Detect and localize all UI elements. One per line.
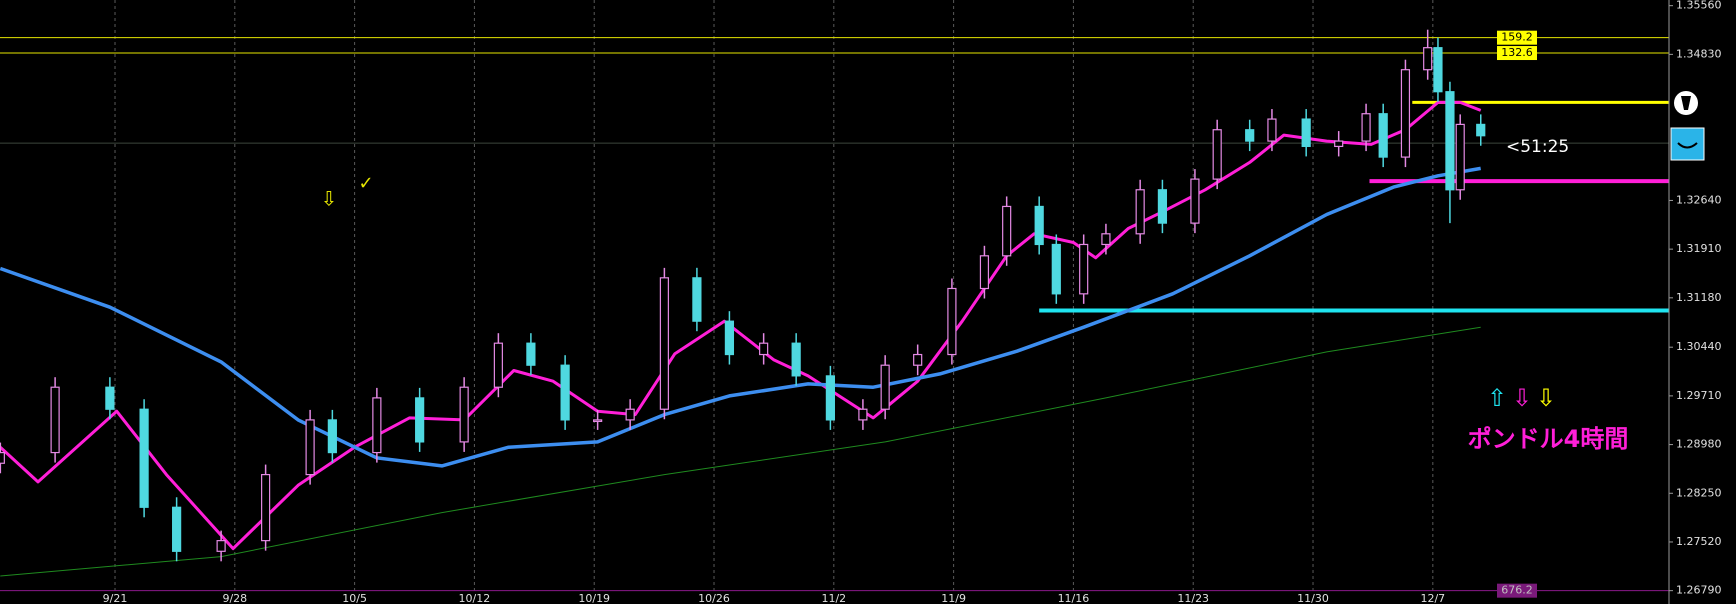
level-label: 676.2 [1501,584,1533,597]
chart-title: ポンドル4時間 [1468,425,1629,453]
arrow-down: ⇩ [1536,384,1556,412]
x-tick-label: 11/9 [941,592,966,604]
level-label: 159.2 [1501,31,1533,44]
candle-body [305,419,315,476]
candle-body [216,540,226,552]
x-tick-label: 9/21 [103,592,128,604]
levels-layer [0,37,1669,592]
candle-body [625,408,635,421]
candle-body [759,342,769,356]
ma-line [0,166,1481,468]
candle-body [1245,129,1255,142]
candle-body [880,364,890,410]
y-tick-label: 1.28980 [1676,438,1722,451]
candle-body [493,342,503,388]
y-tick-label: 1.30440 [1676,340,1722,353]
arrow-up: ⇧ [1487,384,1507,412]
candle-body [913,353,923,366]
candle-body [526,342,536,366]
y-tick-label: 1.28250 [1676,486,1722,499]
candle-body [50,386,60,454]
candle-body [947,287,957,356]
y-tick-label: 1.31180 [1676,291,1722,304]
candle-body [372,397,382,454]
lines-layer [0,100,1482,577]
candles-layer [0,29,1486,562]
x-tick-label: 10/12 [459,592,491,604]
candle-body [560,364,570,421]
pen-icon-shape[interactable] [1681,96,1691,110]
candle-body [1400,69,1411,158]
candle-body [858,408,868,421]
annotation-arrow: ⇩ [321,187,338,211]
candle-body [791,342,801,377]
y-tick-label: 1.31910 [1676,242,1722,255]
candle-body [327,419,337,454]
candle-body [1190,178,1200,224]
candle-body [1101,233,1111,246]
grid-layer [114,0,1434,594]
candle-body [979,255,990,290]
candle-body [1423,47,1433,71]
y-tick-label: 1.29710 [1676,389,1722,402]
ma-line [0,326,1481,577]
candle-body [1361,113,1371,142]
x-tick-label: 11/16 [1058,592,1090,604]
ma-line [0,100,1482,551]
candle-body [1034,205,1044,246]
candle-body [172,506,182,552]
x-tick-label: 9/28 [222,592,247,604]
candle-body [1455,123,1465,191]
x-tick-label: 11/23 [1177,592,1209,604]
alert-icon[interactable] [1670,127,1705,161]
annotation-check: ✓ [358,173,373,194]
level-label-bg [1497,30,1537,45]
level-label: 132.6 [1501,46,1533,59]
candle-body [659,277,669,410]
x-tick-label: 10/26 [698,592,730,604]
candle-body [139,408,149,508]
y-tick-label: 1.34830 [1676,47,1722,60]
candle-body [459,386,469,443]
candle-body [415,397,425,443]
candle-body [1433,47,1443,93]
candle-body [1212,129,1222,180]
level-label-bg [1497,583,1537,598]
candle-body [1476,123,1486,137]
candle-body [724,320,735,356]
y-tick-label: 1.35560 [1676,0,1722,12]
candle-body [1445,91,1455,191]
x-tick-label: 11/30 [1297,592,1329,604]
candle-body [1157,189,1168,224]
y-tick-label: 1.32640 [1676,193,1722,206]
candle-body [593,419,603,422]
candle-body [1051,243,1061,295]
level-label-bg [1497,46,1537,61]
candle-body [105,386,115,410]
y-tick-label: 1.26790 [1676,584,1722,597]
alert-icon-shape[interactable] [1677,142,1698,149]
x-tick-label: 10/5 [342,592,367,604]
candle-body [1002,205,1012,257]
candle-body [825,375,835,421]
candle-body [0,451,5,464]
candle-body [1301,118,1311,148]
x-tick-label: 10/19 [578,592,610,604]
y-tick-label: 1.27520 [1676,535,1722,548]
alert-icon-bg[interactable] [1670,127,1705,161]
candle-body [1267,118,1277,142]
countdown: <51:25 [1506,137,1569,157]
arrow-down: ⇩ [1512,384,1532,412]
x-tick-label: 11/2 [821,592,846,604]
candle-body [1079,243,1089,295]
candle-body [1135,189,1145,235]
candle-body [1334,140,1344,148]
candle-body [1378,113,1388,158]
x-tick-label: 12/7 [1420,592,1445,604]
pen-icon[interactable] [1674,91,1698,115]
candle-body [692,277,702,322]
candle-body [261,473,271,542]
